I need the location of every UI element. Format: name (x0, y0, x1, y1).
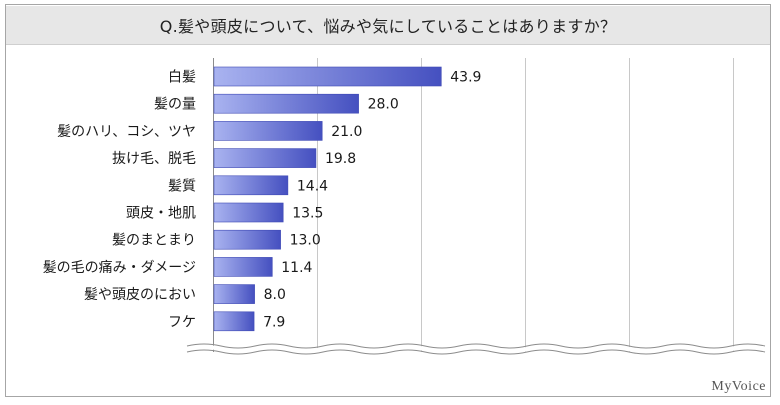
value-label: 21.0 (331, 124, 362, 140)
axis-break-gap (186, 345, 766, 353)
value-label: 14.4 (297, 178, 328, 194)
value-label: 11.4 (281, 260, 312, 276)
value-label: 13.0 (290, 233, 321, 249)
value-label: 8.0 (264, 287, 286, 303)
bar (213, 311, 255, 332)
bar (213, 93, 359, 114)
grid-lines (213, 58, 734, 352)
value-label: 28.0 (368, 97, 399, 113)
myvoice-logo: MyVoice (711, 379, 766, 394)
bar (213, 257, 273, 277)
value-label: 13.5 (292, 206, 323, 222)
category-label: 髪質 (168, 178, 196, 194)
value-label: 43.9 (450, 70, 481, 86)
value-labels: 43.9 28.0 21.0 19.8 14.4 13.5 13.0 11.4 8.0 7.9 (263, 70, 481, 331)
wavy-axis-break (186, 343, 766, 355)
category-label: 髪や頭皮のにおい (84, 287, 196, 303)
chart-title: Q.髪や頭皮について、悩みや気にしていることはありますか？ (6, 6, 770, 45)
bar (213, 148, 317, 168)
category-label: 髪の量 (154, 97, 196, 113)
value-label: 19.8 (325, 151, 356, 167)
bar (213, 121, 323, 141)
category-label: 髪の毛の痛み・ダメージ (43, 259, 196, 276)
bar (213, 284, 255, 304)
bar (213, 229, 281, 250)
category-label: 白髪 (168, 70, 196, 86)
category-label: 頭皮・地肌 (126, 206, 196, 222)
category-label: フケ (168, 314, 196, 330)
category-label: 髪のまとまり (112, 233, 196, 249)
bar (213, 202, 284, 223)
category-labels: 白髪髪の量髪のハリ、コシ、ツヤ抜け毛、脱毛髪質頭皮・地肌髪のまとまり髪の毛の痛み… (43, 70, 196, 331)
bars (213, 66, 442, 332)
category-label: 髪のハリ、コシ、ツヤ (57, 124, 196, 140)
bar (213, 175, 289, 196)
category-label: 抜け毛、脱毛 (112, 151, 196, 167)
value-label: 7.9 (263, 314, 285, 330)
axis-break-line (186, 343, 766, 349)
axis-break-line (186, 349, 766, 355)
bar (213, 66, 442, 87)
